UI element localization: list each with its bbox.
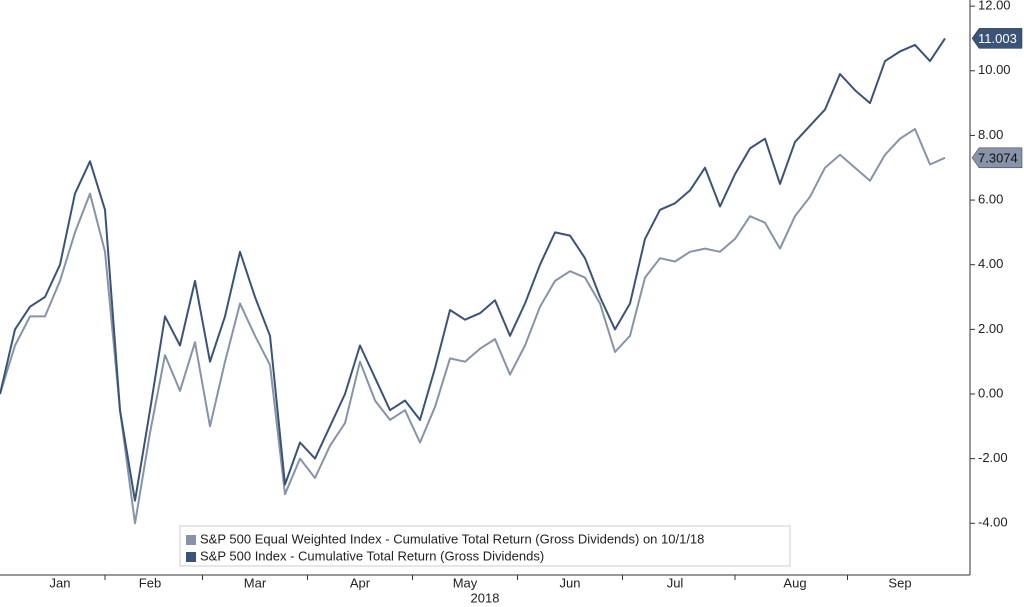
y-tick-label: 8.00 <box>978 127 1003 142</box>
legend-swatch <box>186 552 196 562</box>
x-tick-label: Aug <box>783 575 806 590</box>
x-axis-label: 2018 <box>471 590 500 605</box>
x-tick-label: Jun <box>560 575 581 590</box>
legend-label: S&P 500 Index - Cumulative Total Return … <box>200 548 544 563</box>
y-tick-label: 12.00 <box>978 0 1011 13</box>
x-tick-label: Feb <box>139 575 161 590</box>
legend-box <box>179 525 791 567</box>
legend: S&P 500 Equal Weighted Index - Cumulativ… <box>179 525 791 567</box>
legend-swatch <box>186 535 196 545</box>
x-tick-label: Mar <box>244 575 267 590</box>
x-tick-label: May <box>453 575 478 590</box>
y-tick-label: -4.00 <box>978 515 1008 530</box>
y-tick-label: 2.00 <box>978 321 1003 336</box>
x-tick-label: Jul <box>667 575 684 590</box>
y-tick-label: 0.00 <box>978 385 1003 400</box>
y-tick-label: 4.00 <box>978 256 1003 271</box>
series-line <box>0 37 946 502</box>
series-line <box>0 128 946 525</box>
last-value-label: 7.3074 <box>978 150 1018 165</box>
y-tick-label: 6.00 <box>978 192 1003 207</box>
x-tick-label: Apr <box>350 575 371 590</box>
last-value-label: 11.003 <box>978 31 1017 46</box>
last-value-tag <box>971 147 1023 169</box>
legend-label: S&P 500 Equal Weighted Index - Cumulativ… <box>200 531 704 546</box>
x-tick-label: Sep <box>888 575 911 590</box>
last-value-tag <box>971 28 1023 49</box>
x-tick-label: Jan <box>50 575 71 590</box>
y-tick-label: 10.00 <box>978 62 1011 77</box>
y-tick-label: -2.00 <box>978 450 1008 465</box>
